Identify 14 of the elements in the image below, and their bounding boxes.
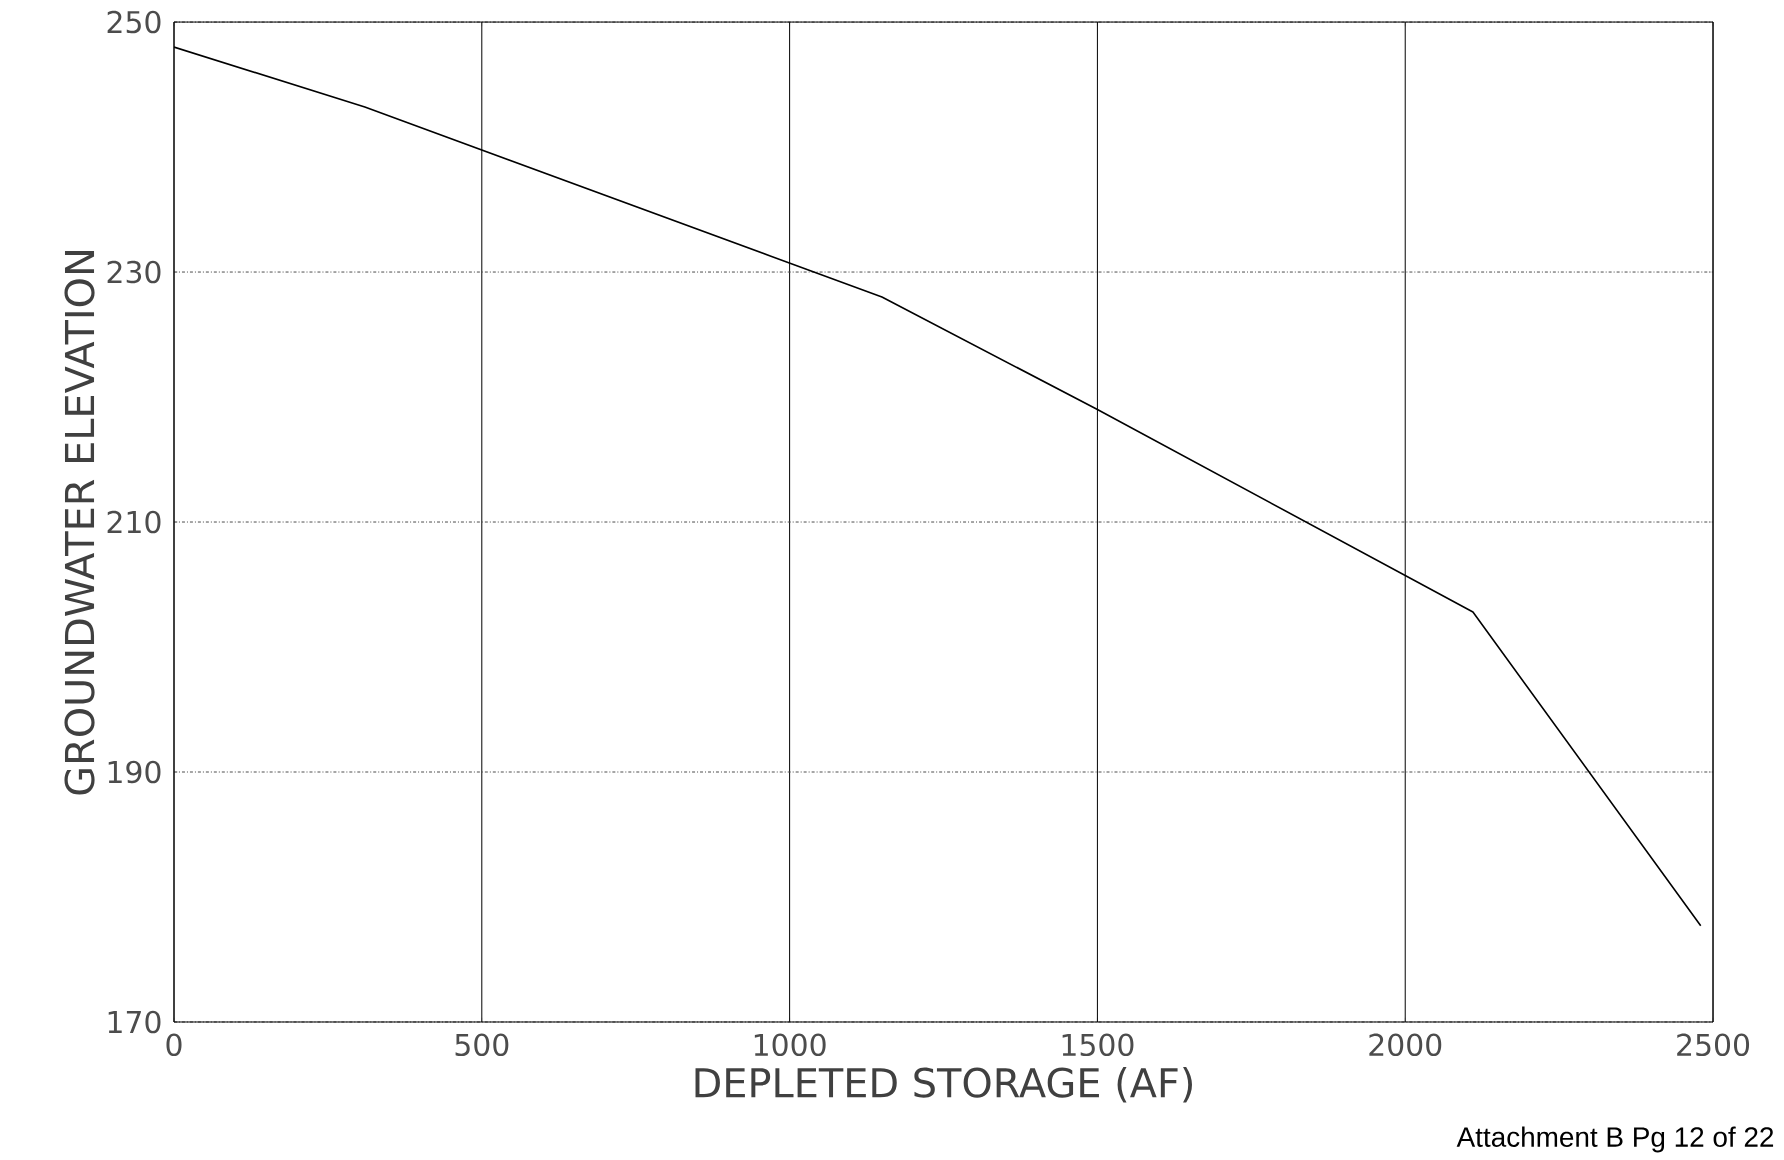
y-axis-title: GROUNDWATER ELEVATION	[64, 251, 95, 795]
x-tick-label: 0	[166, 1033, 182, 1057]
x-tick-label: 1500	[1062, 1033, 1134, 1057]
y-tick-label: 190	[108, 760, 161, 784]
x-tick-label: 500	[455, 1033, 509, 1057]
x-tick-label: 2500	[1677, 1033, 1750, 1057]
text: Attachment B Pg 12 of 22	[1456, 1126, 1774, 1153]
x-axis-title: DEPLETED STORAGE (AF)	[695, 1066, 1192, 1103]
y-tick-label: 250	[107, 10, 161, 34]
y-tick-label: 210	[107, 510, 161, 534]
x-tick-label: 2000	[1369, 1033, 1442, 1057]
y-tick-label: 230	[107, 260, 161, 284]
y-tick-label: 170	[108, 1010, 161, 1034]
x-tick-label: 1000	[754, 1033, 826, 1057]
